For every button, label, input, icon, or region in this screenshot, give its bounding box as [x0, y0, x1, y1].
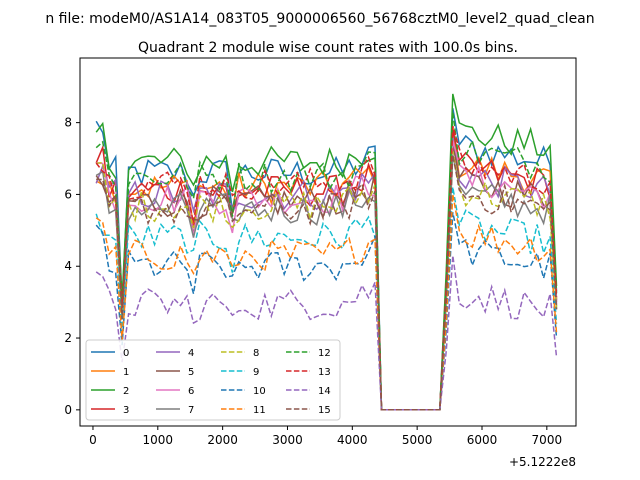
x-tick-label: 6000 — [467, 433, 498, 447]
legend-label-12: 12 — [318, 348, 331, 359]
x-tick-label: 3000 — [272, 433, 303, 447]
y-axis: 0 2 4 6 8 — [64, 116, 80, 417]
legend-label-5: 5 — [188, 367, 194, 378]
series-line-6 — [96, 140, 558, 411]
y-tick-label: 4 — [64, 259, 72, 273]
x-tick-label: 2000 — [207, 433, 238, 447]
series-layer — [95, 93, 558, 411]
y-tick-label: 8 — [64, 116, 72, 130]
legend-label-2: 2 — [123, 386, 129, 397]
x-axis: 0 1000 2000 3000 4000 5000 6000 7000 — [89, 426, 562, 447]
series-line-14 — [95, 255, 558, 411]
series-line-15 — [96, 154, 558, 411]
legend-label-1: 1 — [123, 367, 129, 378]
series-line-10 — [95, 212, 558, 411]
x-tick-label: 0 — [89, 433, 97, 447]
series-line-9 — [95, 187, 558, 411]
legend-label-10: 10 — [253, 386, 266, 397]
legend-label-15: 15 — [318, 405, 331, 416]
legend-label-14: 14 — [318, 386, 331, 397]
chart-title: Quadrant 2 module wise count rates with … — [138, 40, 518, 56]
legend-label-11: 11 — [253, 405, 266, 416]
legend-label-4: 4 — [188, 348, 194, 359]
axes-frame — [79, 57, 577, 427]
y-tick-label: 6 — [64, 187, 72, 201]
y-tick-label: 0 — [64, 403, 72, 417]
legend-label-8: 8 — [253, 348, 259, 359]
x-offset-label: +5.1222e8 — [509, 455, 576, 469]
y-tick-label: 2 — [64, 331, 72, 345]
x-tick-label: 7000 — [532, 433, 563, 447]
figure-suptitle: n file: modeM0/AS1A14_083T05_9000006560_… — [45, 11, 594, 27]
x-tick-label: 4000 — [337, 433, 368, 447]
series-line-13 — [95, 125, 558, 411]
legend-label-3: 3 — [123, 405, 129, 416]
series-line-2 — [95, 93, 558, 411]
legend-box — [85, 339, 341, 421]
legend-label-0: 0 — [123, 348, 129, 359]
legend-label-13: 13 — [318, 367, 331, 378]
legend-label-9: 9 — [253, 367, 259, 378]
x-tick-label: 5000 — [402, 433, 433, 447]
x-tick-label: 1000 — [143, 433, 174, 447]
series-line-11 — [95, 194, 558, 411]
legend-label-7: 7 — [188, 405, 194, 416]
legend-label-6: 6 — [188, 386, 194, 397]
